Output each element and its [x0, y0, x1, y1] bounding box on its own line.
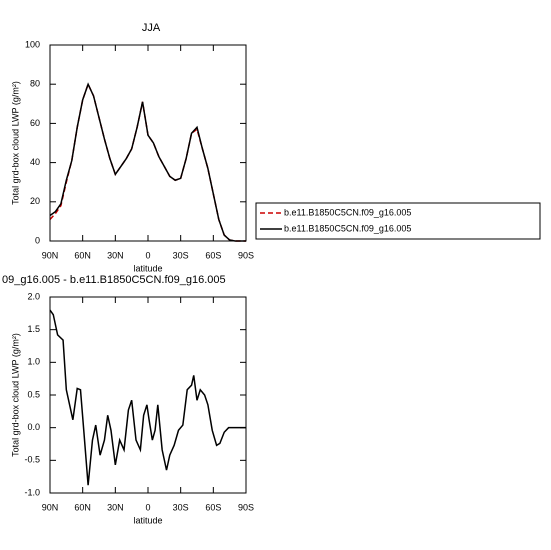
y-tick-label: 1.5 — [27, 324, 40, 334]
y-tick-label: 40 — [30, 157, 40, 167]
data-line — [49, 309, 246, 486]
y-tick-label: 80 — [30, 79, 40, 89]
chart-title: JJA — [142, 22, 161, 34]
legend-box — [255, 202, 541, 240]
x-tick-label: 60S — [205, 502, 221, 512]
y-tick-label: -0.5 — [24, 455, 40, 465]
y-tick-label: 1.0 — [27, 357, 40, 367]
y-tick-label: 100 — [25, 39, 40, 49]
x-tick-label: 0 — [145, 502, 150, 512]
x-tick-label: 90S — [238, 250, 254, 260]
x-axis-label: latitude — [133, 515, 162, 525]
x-tick-label: 0 — [145, 250, 150, 260]
x-tick-label: 30S — [173, 502, 189, 512]
y-tick-label: 2.0 — [27, 291, 40, 301]
y-axis-label: Total grd-box cloud LWP (g/m²) — [10, 333, 20, 457]
y-axis-label: Total grd-box cloud LWP (g/m²) — [10, 81, 20, 205]
x-tick-label: 90N — [42, 502, 59, 512]
data-line — [49, 82, 246, 242]
data-line — [49, 82, 246, 242]
x-tick-label: 60N — [74, 250, 91, 260]
x-tick-label: 30S — [173, 250, 189, 260]
x-axis-label: latitude — [133, 263, 162, 273]
x-tick-label: 30N — [107, 502, 124, 512]
x-tick-label: 90N — [42, 250, 59, 260]
x-tick-label: 60S — [205, 250, 221, 260]
plot-frame — [49, 44, 247, 242]
y-tick-label: 0.0 — [27, 422, 40, 432]
plot-frame — [49, 296, 247, 494]
y-tick-label: 60 — [30, 118, 40, 128]
y-tick-label: 20 — [30, 196, 40, 206]
chart-title: 09_g16.005 - b.e11.B1850C5CN.f09_g16.005 — [2, 274, 226, 286]
legend-label: b.e11.B1850C5CN.f09_g16.005 — [284, 223, 411, 233]
y-tick-label: 0.5 — [27, 389, 40, 399]
legend-label: b.e11.B1850C5CN.f09_g16.005 — [284, 207, 411, 217]
x-tick-label: 90S — [238, 502, 254, 512]
y-tick-label: 0 — [35, 235, 40, 245]
x-tick-label: 30N — [107, 250, 124, 260]
x-tick-label: 60N — [74, 502, 91, 512]
y-tick-label: -1.0 — [24, 487, 40, 497]
